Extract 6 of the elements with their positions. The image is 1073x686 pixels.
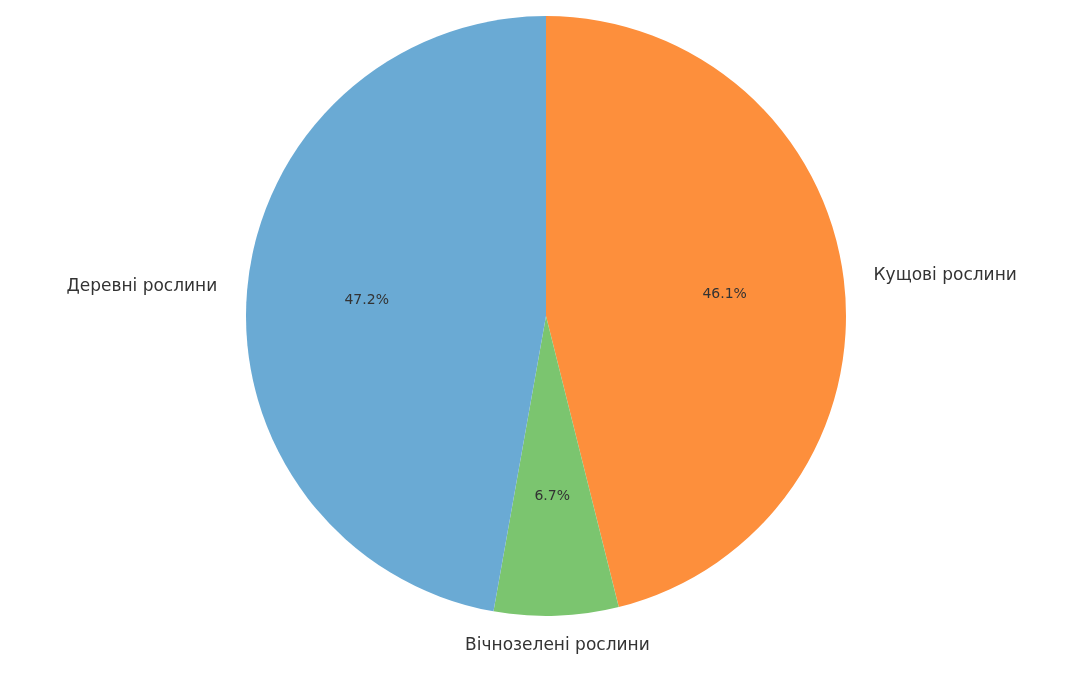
slice-label: Вічнозелені рослини [465,634,650,655]
slice-label: Деревні рослини [66,275,218,296]
data-label: 46.1% [702,284,747,301]
data-label: 6.7% [534,486,571,503]
slice-label: Кущові рослини [873,264,1017,285]
data-label: 47.2% [344,290,389,307]
